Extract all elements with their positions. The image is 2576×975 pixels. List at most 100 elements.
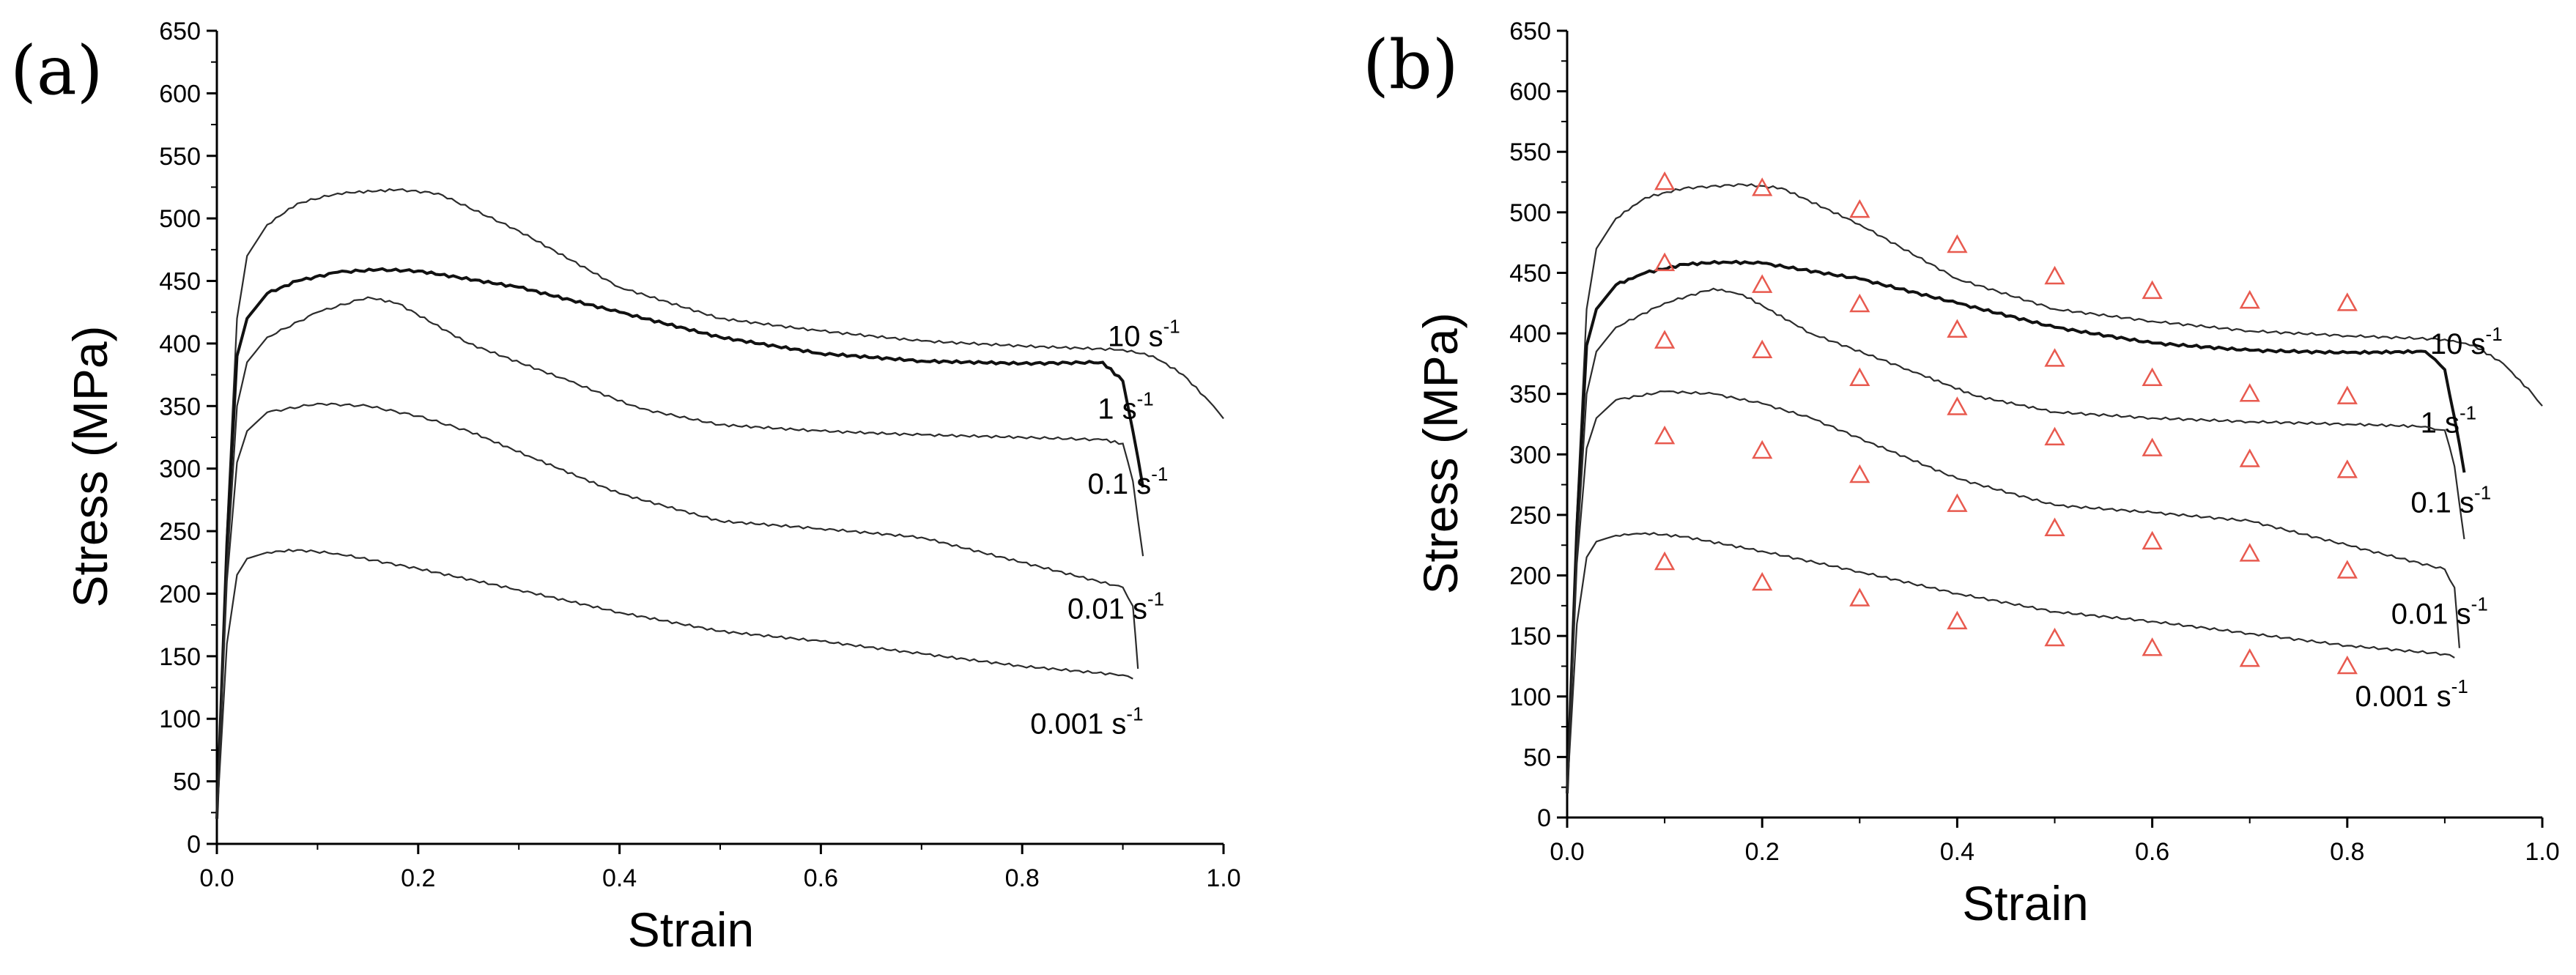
series-label: 0.01 s-1 [1067,588,1164,626]
y-tick-label: 550 [159,143,201,171]
x-axis-title: Strain [628,902,754,957]
series-label-text: 0.1 s [2410,487,2474,519]
series-label-text: 0.001 s [2355,681,2451,713]
model-marker-triangle [2142,530,2163,550]
series-label-text: 10 s [1108,320,1163,352]
series-label: 0.001 s-1 [2355,675,2468,713]
plot-area-b: 0 50 100 150 200 250 300 350 400 450 500 550 600 650 0… [1413,18,2560,930]
model-marker-triangle [1947,610,1968,630]
model-marker-triangle [1654,330,1676,349]
series-label-sup: -1 [1126,703,1143,725]
model-marker-triangle [2142,367,2163,387]
model-marker-triangle [1947,319,1968,338]
model-marker-triangle [2239,289,2260,309]
series-label-text: 1 s [1098,393,1136,425]
model-marker-triangle [2142,637,2163,656]
series-line [215,548,1133,819]
y-axis-title: Stress (MPa) [1413,312,1467,594]
series-label-sup: -1 [1137,388,1154,409]
series-label-text: 0.01 s [1067,593,1147,626]
y-tick-label: 0 [1537,804,1551,832]
y-tick-label: 500 [159,205,201,233]
model-marker-triangle [2336,560,2358,579]
y-tick-label: 450 [1509,259,1551,287]
x-tick-label: 0.0 [1550,838,1584,866]
series-label-sup: -1 [2486,323,2503,345]
y-tick-label: 0 [187,831,201,859]
series-line [215,402,1139,819]
model-marker-triangle [1654,425,1676,445]
panel-b: (b) 0 50 100 150 200 250 300 350 400 450 500 550 600… [1363,18,2560,930]
model-marker-triangle [2336,292,2358,311]
series-label-sup: -1 [2474,482,2491,504]
y-tick-label: 200 [159,580,201,608]
model-marker-triangle [1947,493,1968,512]
model-marker-triangle [2044,348,2065,367]
model-marker-triangle [1849,199,1870,218]
series-label: 10 s-1 [1108,315,1180,352]
x-tick-label: 0.2 [1745,838,1780,866]
series-label: 0.1 s-1 [1088,463,1169,500]
series-label: 0.1 s-1 [2410,482,2491,519]
model-marker-triangle [1752,339,1773,359]
y-tick-label: 300 [159,456,201,483]
y-tick-label: 50 [173,768,201,796]
y-tick-label: 600 [159,80,201,108]
y-tick-label: 450 [159,268,201,296]
model-marker-triangle [2044,265,2065,285]
model-marker-triangle [1849,293,1870,313]
y-tick-label: 650 [1509,18,1551,45]
y-tick-label: 550 [1509,138,1551,166]
series-label-sup: -1 [2471,593,2488,615]
series-label-sup: -1 [2451,675,2468,697]
model-marker-triangle [1654,252,1676,272]
y-tick-label: 150 [159,643,201,671]
x-tick-label: 0.6 [2135,838,2169,866]
model-marker-triangle [1654,171,1676,190]
series-label: 0.001 s-1 [1030,703,1143,741]
x-tick-label: 0.4 [602,864,637,892]
series-line [1566,287,2465,794]
series-label: 1 s-1 [2421,402,2476,440]
model-marker-triangle [1947,234,1968,253]
x-tick-label: 1.0 [1206,864,1240,892]
y-tick-label: 150 [1509,623,1551,650]
y-tick-label: 600 [1509,78,1551,106]
model-marker-triangle [2239,543,2260,562]
model-marker-triangle [2336,459,2358,478]
series-label-sup: -1 [2460,402,2476,424]
model-marker-triangle [2142,437,2163,456]
model-marker-triangle [2239,648,2260,667]
y-tick-label: 350 [159,393,201,420]
series-label-text: 0.001 s [1030,708,1126,741]
y-tick-label: 100 [159,705,201,733]
series-label: 10 s-1 [2430,323,2503,360]
y-tick-label: 100 [1509,683,1551,711]
y-tick-label: 500 [1509,199,1551,227]
y-tick-label: 400 [1509,320,1551,348]
x-tick-label: 0.0 [199,864,234,892]
model-marker-triangle [1752,571,1773,591]
y-tick-label: 250 [159,518,201,546]
y-tick-label: 250 [1509,502,1551,530]
x-tick-label: 0.4 [1940,838,1974,866]
series-line [1566,390,2460,794]
y-tick-label: 350 [1509,381,1551,409]
x-tick-label: 0.6 [804,864,838,892]
model-marker-triangle [1849,587,1870,607]
y-tick-label: 200 [1509,563,1551,590]
series-label-sup: -1 [1147,588,1164,610]
x-tick-label: 0.8 [2330,838,2364,866]
model-marker-triangle [1752,177,1773,196]
model-marker-triangle [2044,627,2065,647]
plot-area-a: 0 50 100 150 200 250 300 350 400 450 500 550 600 650 0… [63,18,1241,957]
model-marker-triangle [1947,396,1968,415]
series-line [1566,532,2455,794]
series-line [215,296,1144,819]
panel-label-a: (a) [10,31,103,110]
series-line [1566,259,2466,794]
model-marker-triangle [2336,655,2358,675]
series-label-text: 0.1 s [1088,468,1152,500]
series-line [1566,183,2543,794]
